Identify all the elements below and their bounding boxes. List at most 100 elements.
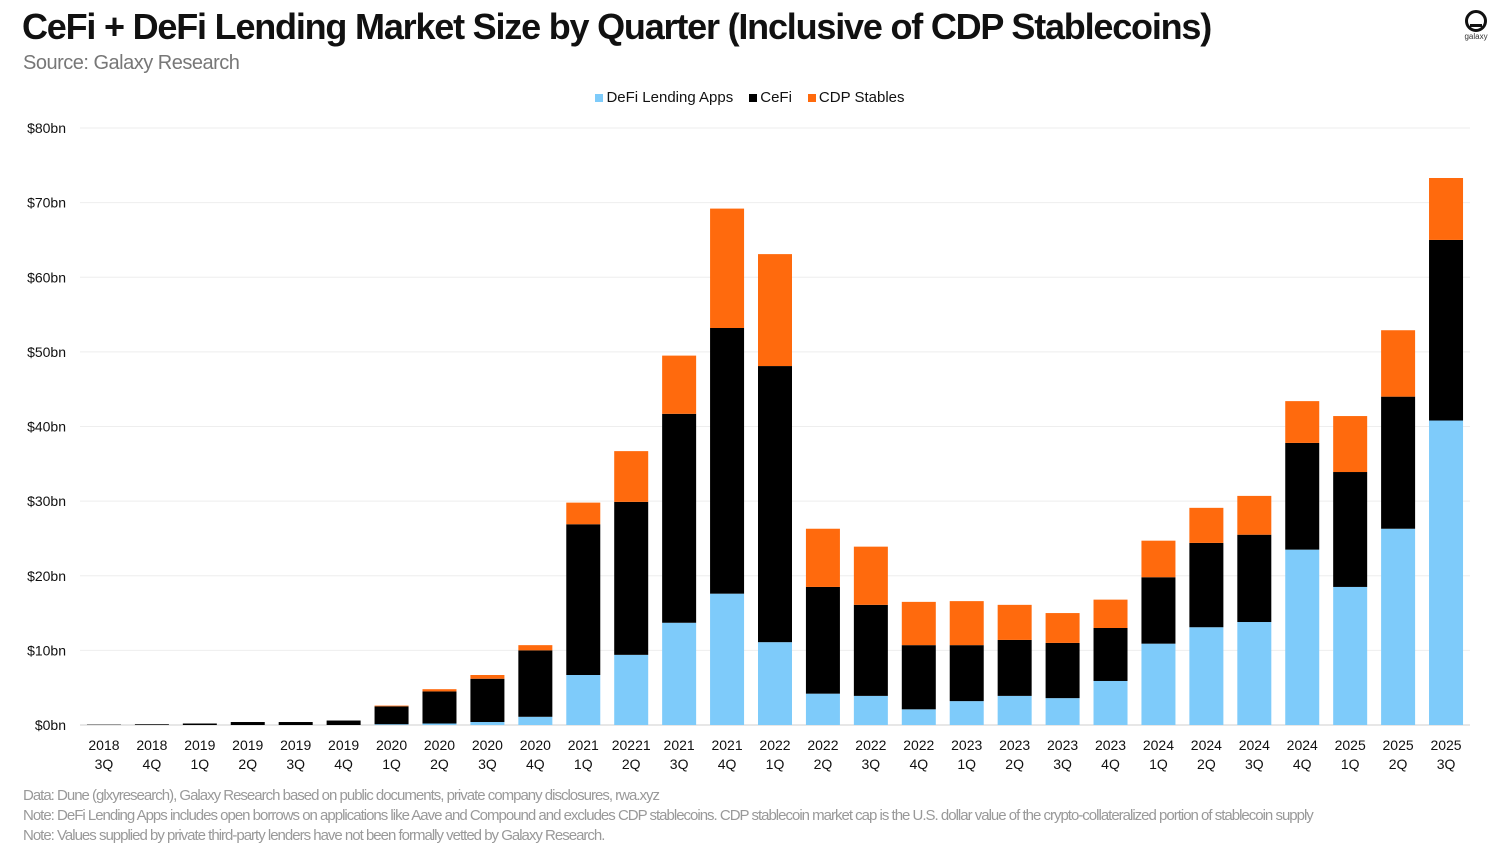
- bar-segment-defi-lending-apps: [1333, 586, 1368, 725]
- legend-swatch: [595, 94, 604, 102]
- x-tick-label: 2025: [1430, 737, 1461, 753]
- y-tick-label: $30bn: [27, 493, 66, 509]
- bar-segment-cdp-stables: [1141, 540, 1176, 578]
- bar-segment-defi-lending-apps: [1189, 627, 1224, 725]
- bar-segment-defi-lending-apps: [758, 642, 792, 725]
- bar-segment-defi-lending-apps: [422, 723, 457, 725]
- legend-swatch: [807, 94, 816, 102]
- x-tick-label: 1Q: [190, 756, 209, 772]
- bar-segment-cefi: [422, 691, 457, 724]
- x-tick-label: 1Q: [766, 756, 785, 772]
- bar-segment-cefi: [1381, 396, 1416, 529]
- legend-swatch: [749, 94, 758, 102]
- legend-label: DeFi Lending Apps: [606, 89, 734, 106]
- bar-segment-defi-lending-apps: [1237, 622, 1272, 725]
- y-tick-label: $70bn: [27, 195, 66, 211]
- x-tick-label: 1Q: [1149, 756, 1168, 772]
- bar-segment-defi-lending-apps: [997, 695, 1032, 725]
- bar-segment-cefi: [949, 645, 984, 702]
- bar-segment-cdp-stables: [662, 355, 697, 414]
- bar-segment-cdp-stables: [1381, 330, 1416, 397]
- bar-segment-cefi: [566, 524, 601, 676]
- bar-segment-defi-lending-apps: [710, 593, 745, 725]
- bar-segment-cdp-stables: [1333, 416, 1368, 473]
- bar-segment-cefi: [1189, 542, 1224, 628]
- legend: DeFi Lending Apps CeFi CDP Stables: [0, 89, 1500, 106]
- note-vetting: Note: Values supplied by private third-p…: [23, 827, 605, 844]
- bar-segment-cefi: [1333, 472, 1368, 587]
- bar-segment-cefi: [1045, 642, 1080, 699]
- y-tick-label: $10bn: [27, 642, 66, 658]
- x-tick-label: 2Q: [430, 756, 449, 772]
- bar-segment-cefi: [805, 586, 840, 694]
- y-tick-label: $80bn: [27, 120, 66, 136]
- bar-segment-cdp-stables: [374, 705, 409, 707]
- bar-segment-defi-lending-apps: [949, 701, 984, 725]
- x-tick-label: 2020: [472, 737, 503, 753]
- x-tick-label: 2Q: [622, 756, 641, 772]
- chart-title: CeFi + DeFi Lending Market Size by Quart…: [22, 6, 1212, 47]
- x-tick-label: 2023: [999, 737, 1030, 753]
- bar-segment-cefi: [134, 724, 169, 725]
- x-tick-label: 2019: [184, 737, 215, 753]
- bar-segment-cdp-stables: [1189, 507, 1224, 543]
- x-tick-label: 2Q: [814, 756, 833, 772]
- x-tick-label: 2022: [903, 737, 934, 753]
- x-tick-label: 2022: [807, 737, 838, 753]
- x-tick-label: 2019: [328, 737, 359, 753]
- x-tick-label: 2023: [951, 737, 982, 753]
- x-tick-label: 2021: [711, 737, 742, 753]
- bar-segment-cdp-stables: [1237, 495, 1272, 535]
- bar-segment-defi-lending-apps: [853, 695, 888, 725]
- x-tick-label: 2025: [1335, 737, 1366, 753]
- x-tick-label: 2019: [280, 737, 311, 753]
- legend-label: CeFi: [760, 89, 792, 106]
- x-tick-label: 2018: [88, 737, 119, 753]
- bar-segment-cdp-stables: [422, 689, 457, 692]
- bar-segment-cdp-stables: [853, 546, 888, 605]
- y-tick-label: $20bn: [27, 568, 66, 584]
- x-tick-label: 3Q: [862, 756, 881, 772]
- x-tick-label: 2022: [855, 737, 886, 753]
- bar-segment-cdp-stables: [470, 675, 505, 679]
- bar-segment-cdp-stables: [1093, 599, 1128, 628]
- bar-segment-defi-lending-apps: [518, 716, 553, 725]
- bar-segment-defi-lending-apps: [1093, 680, 1128, 725]
- x-tick-label: 3Q: [286, 756, 305, 772]
- bar-segment-defi-lending-apps: [1141, 643, 1176, 725]
- bar-segment-defi-lending-apps: [1285, 549, 1320, 725]
- bar-segment-cdp-stables: [710, 208, 745, 328]
- bar-segment-defi-lending-apps: [374, 724, 409, 725]
- x-tick-label: 3Q: [1245, 756, 1264, 772]
- x-tick-label: 1Q: [382, 756, 401, 772]
- bar-segment-defi-lending-apps: [901, 709, 936, 725]
- x-tick-label: 2021: [664, 737, 695, 753]
- x-tick-label: 4Q: [526, 756, 545, 772]
- bar-segment-defi-lending-apps: [805, 693, 840, 725]
- x-tick-label: 2018: [136, 737, 167, 753]
- galaxy-logo: galaxy: [1456, 10, 1496, 41]
- x-tick-label: 4Q: [143, 756, 162, 772]
- note-defi: Note: DeFi Lending Apps includes open bo…: [23, 807, 1314, 824]
- bar-segment-cdp-stables: [997, 604, 1032, 640]
- legend-item: DeFi Lending Apps: [595, 89, 733, 106]
- bar-segment-defi-lending-apps: [470, 722, 505, 725]
- x-tick-label: 20221: [612, 737, 651, 753]
- bar-segment-cefi: [662, 413, 697, 623]
- bar-segment-cdp-stables: [901, 601, 936, 646]
- bar-segment-cefi: [1285, 442, 1320, 550]
- bar-segment-defi-lending-apps: [1045, 698, 1080, 725]
- bar-segment-cefi: [470, 678, 505, 723]
- legend-item: CeFi: [749, 89, 792, 106]
- bar-segment-cdp-stables: [805, 528, 840, 587]
- x-tick-label: 2019: [232, 737, 263, 753]
- chart-subtitle: Source: Galaxy Research: [23, 52, 240, 74]
- bar-segment-cefi: [758, 366, 792, 643]
- bar-segment-cefi: [278, 722, 313, 725]
- x-tick-label: 3Q: [1437, 756, 1456, 772]
- x-tick-label: 2Q: [238, 756, 257, 772]
- x-tick-label: 2Q: [1389, 756, 1408, 772]
- x-tick-label: 4Q: [334, 756, 353, 772]
- x-tick-label: 1Q: [957, 756, 976, 772]
